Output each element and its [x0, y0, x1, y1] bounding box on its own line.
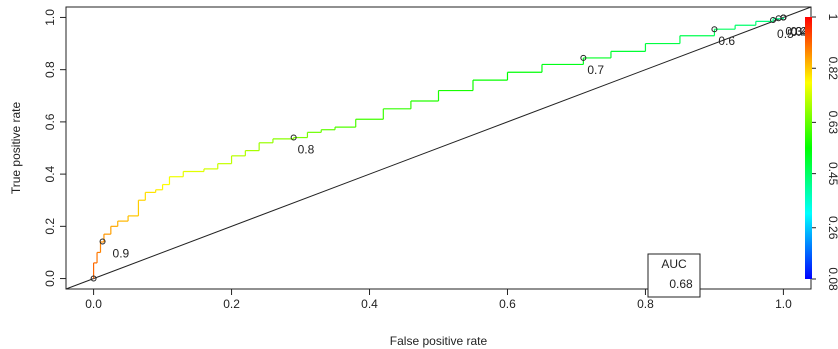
cutoff-label: 0.9	[113, 246, 130, 260]
colorbar-tick-label: 0.26	[826, 216, 838, 240]
y-tick-label: 0.2	[43, 218, 57, 235]
x-axis: 0.0 0.2 0.4 0.6 0.8 1.0	[85, 289, 792, 311]
y-tick-label: 0.0	[43, 270, 57, 287]
y-tick-label: 0.8	[43, 61, 57, 78]
cutoff-label: 0.4	[791, 25, 808, 39]
colorbar-ticks: 0.08 0.26 0.45 0.63 0.82 1	[812, 14, 838, 291]
auc-legend: AUC 0.68	[647, 253, 701, 298]
colorbar-tick-label: 0.63	[826, 111, 838, 135]
cutoff-label: 0.3	[785, 24, 802, 38]
colorbar-tick-label: 0.45	[826, 162, 838, 186]
y-tick-label: 0.6	[43, 113, 57, 130]
cutoff-marker	[711, 26, 718, 33]
cutoff-label: 0.5	[777, 27, 794, 41]
chance-diagonal	[65, 6, 812, 290]
cutoff-label: 0.7	[587, 63, 604, 77]
x-tick-label: 0.8	[637, 297, 654, 311]
cutoff-label: 0.6	[718, 34, 735, 48]
x-tick-label: 0.0	[85, 297, 102, 311]
auc-legend-box	[647, 253, 701, 298]
cutoff-label: 0.2	[790, 24, 807, 38]
cutoff-marker	[780, 14, 787, 21]
y-axis: 0.0 0.2 0.4 0.6 0.8 1.0	[43, 9, 66, 287]
colorbar-tick-label: 0.82	[826, 57, 838, 81]
cutoff-marker	[90, 275, 97, 282]
y-tick-label: 1.0	[43, 9, 57, 26]
cutoff-marker	[99, 238, 106, 245]
cutoff-marker	[770, 17, 777, 24]
roc-curve	[92, 17, 785, 279]
x-tick-label: 1.0	[775, 297, 792, 311]
cutoff-marker	[580, 54, 587, 61]
cutoff-label: 0.8	[298, 143, 315, 157]
auc-value: 0.68	[669, 277, 693, 291]
cutoff-markers: 0.90.80.70.60.50.40.30.20.1	[90, 14, 812, 282]
colorbar	[805, 17, 812, 279]
x-tick-label: 0.4	[361, 297, 378, 311]
cutoff-marker	[290, 134, 297, 141]
x-tick-label: 0.6	[499, 297, 516, 311]
x-axis-label: False positive rate	[390, 334, 488, 348]
auc-title: AUC	[661, 257, 687, 271]
colorbar-tick-label: 1	[826, 14, 838, 21]
y-axis-label: True positive rate	[9, 102, 23, 195]
colorbar-tick-label: 0.08	[826, 267, 838, 291]
y-tick-label: 0.4	[43, 165, 57, 182]
x-tick-label: 0.2	[223, 297, 240, 311]
